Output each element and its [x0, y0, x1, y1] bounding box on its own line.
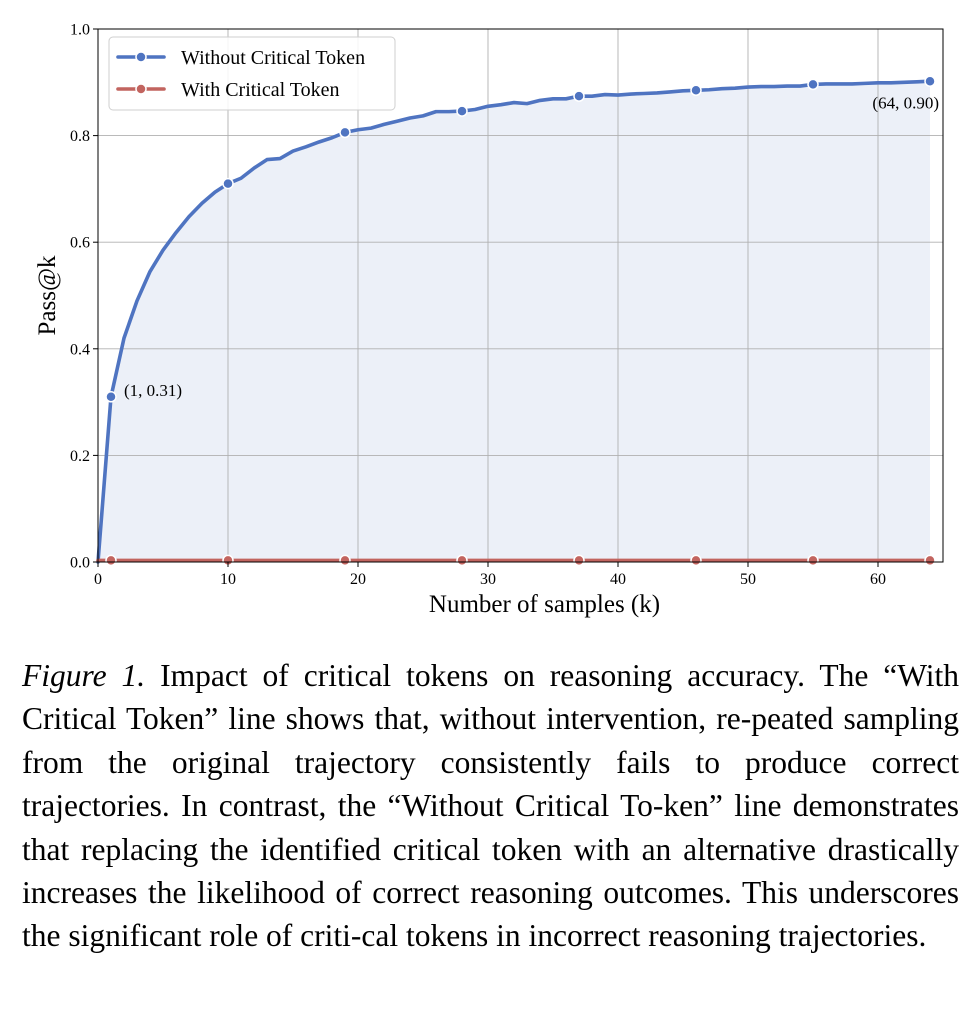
legend-marker [135, 83, 147, 95]
legend-label: With Critical Token [181, 79, 340, 101]
x-tick-label: 50 [740, 571, 756, 588]
data-point [105, 554, 117, 567]
data-point [573, 554, 585, 567]
x-tick-label: 40 [610, 571, 626, 588]
data-point [222, 177, 234, 190]
series-0-area [98, 81, 930, 562]
pass-at-k-chart: 0 10 20 30 40 50 60 0.0 0.2 0.4 0.6 0.8 1.0 Number of… [34, 22, 944, 618]
plot-frame [97, 28, 944, 563]
series-line [96, 79, 932, 564]
y-tick-label: 0.6 [70, 235, 90, 252]
data-point [456, 554, 468, 567]
x-axis-title: Number of samples (k) [429, 591, 660, 618]
y-tick-label: 1.0 [70, 22, 90, 39]
data-point [573, 90, 585, 102]
x-tick-label: 60 [870, 571, 886, 588]
data-point [924, 75, 936, 87]
figure-caption: Figure 1. Impact of critical tokens on r… [22, 654, 959, 958]
annotation-label: (64, 0.90) [872, 93, 939, 112]
y-tick-label: 0.8 [70, 128, 90, 145]
y-tick-label: 0.0 [70, 555, 90, 572]
chart-figure: 0 10 20 30 40 50 60 0.0 0.2 0.4 0.6 0.8 1.0 Number of… [34, 22, 944, 618]
data-point [339, 126, 351, 139]
legend-label: Without Critical Token [181, 47, 365, 69]
plot-area [98, 29, 943, 562]
legend-box [108, 36, 396, 111]
data-point [105, 391, 117, 403]
y-tick-label: 0.2 [70, 448, 90, 465]
x-tick-label: 30 [480, 571, 496, 588]
data-point [690, 84, 702, 97]
y-axis-title: Pass@k [34, 255, 61, 335]
data-point [924, 554, 936, 567]
data-point [339, 554, 351, 567]
data-point [456, 105, 468, 117]
legend-marker [135, 51, 147, 63]
annotation-label: (1, 0.31) [124, 381, 182, 400]
x-tick-label: 20 [350, 571, 366, 588]
data-point [807, 78, 819, 91]
y-tick-label: 0.4 [70, 341, 90, 358]
x-tick-label: 10 [220, 571, 236, 588]
x-tick-label: 0 [94, 571, 102, 588]
data-point [690, 554, 702, 567]
caption-text: Impact of critical tokens on reasoning a… [22, 658, 959, 954]
caption-label: Figure 1. [22, 658, 146, 693]
data-point [807, 554, 819, 567]
